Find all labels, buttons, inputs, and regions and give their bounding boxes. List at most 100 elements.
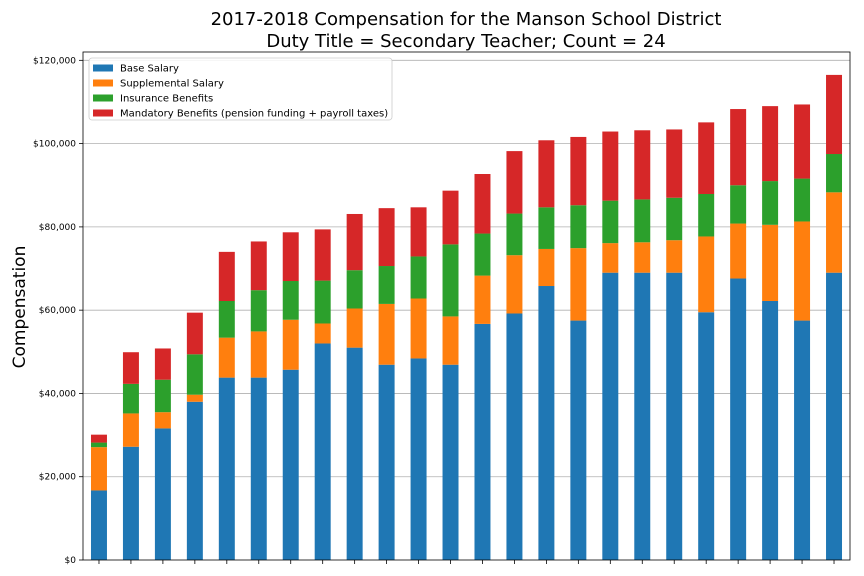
bar-segment [442,364,459,560]
bar-segment [634,130,651,200]
bar-segment [218,251,235,302]
bar-segment [346,347,363,560]
bar-segment [410,207,427,257]
bar-segment [282,281,299,320]
bar-segment [442,190,459,245]
y-tick-label: $100,000 [33,140,76,150]
bars [90,74,843,560]
y-tick-label: $60,000 [39,306,76,316]
bar-segment [506,213,523,256]
bar-segment [218,301,235,338]
bar-segment [698,122,715,194]
legend-swatch [93,94,113,102]
bar-segment [762,224,779,302]
bar-segment [538,286,555,560]
bar-segment [506,255,523,314]
plot-frame [82,51,851,561]
bar-segment [698,312,715,560]
bar-segment [154,348,171,380]
bar-segment [314,280,331,324]
bar-segment [282,232,299,282]
bar-segment [346,213,363,271]
legend-swatch [93,64,113,72]
bar-segment [634,272,651,560]
bar-segment [698,193,715,237]
bar-segment [762,301,779,560]
y-tick-label: $0 [65,556,77,566]
legend-entry: Mandatory Benefits (pension funding + pa… [120,109,388,120]
bar-segment [378,303,395,365]
bar-segment [90,490,107,560]
bar-segment [282,319,299,370]
bar-segment [826,74,843,155]
bar-segment [826,154,843,193]
y-tick-label: $80,000 [39,223,76,233]
bar-segment [250,290,267,332]
bar-segment [186,394,203,402]
bar-segment [730,185,747,224]
bar-segment [602,131,619,201]
y-tick-label: $120,000 [33,56,76,66]
bar-segment [314,343,331,560]
bar-segment [506,151,523,214]
bar-segment [314,323,331,344]
legend-entry: Supplemental Salary [120,79,224,90]
bar-segment [794,221,811,321]
bar-segment [570,136,587,206]
legend-swatch [93,79,113,87]
bar-segment [730,109,747,186]
bar-segment [250,241,267,291]
bar-segment [474,275,491,324]
y-axis-label: Compensation [10,246,30,369]
legend-entry: Base Salary [120,64,179,75]
bar-segment [378,266,395,304]
bar-segment [186,312,203,355]
bar-segment [794,320,811,560]
bar-segment [602,272,619,560]
bar-segment [826,192,843,273]
bar-segment [90,442,107,448]
bar-segment [666,240,683,273]
bar-segment [410,298,427,359]
legend-box [88,57,393,121]
bar-segment [762,181,779,225]
bar-segment [122,383,139,414]
bar-segment [666,129,683,198]
y-tick-label: $40,000 [39,389,76,399]
bar-segment [698,236,715,313]
bar-segment [90,434,107,443]
bar-segment [154,379,171,413]
axes: $0 $20,000 $40,000 $60,000 $80,000 $100,000 $1… [33,51,851,566]
bar-segment [794,104,811,179]
bar-segment [410,358,427,560]
bar-segment [154,428,171,560]
bar-segment [634,242,651,273]
bar-segment [90,447,107,491]
bar-segment [122,446,139,560]
bar-segment [602,243,619,273]
bar-segment [538,207,555,249]
bar-segment [442,244,459,317]
bar-segment [122,352,139,384]
bar-segment [282,369,299,560]
bar-segment [474,174,491,234]
legend-swatch [93,109,113,117]
bar-segment [250,377,267,560]
bar-segment [730,278,747,560]
bar-segment [186,354,203,395]
bar-segment [154,412,171,429]
bar-segment [570,205,587,249]
chart-title-line1: 2017-2018 Compensation for the Manson Sc… [211,9,722,30]
bar-segment [378,364,395,560]
bar-segment [730,223,747,279]
bar-segment [250,331,267,378]
bar-segment [602,200,619,244]
bar-segment [634,199,651,243]
bar-segment [538,140,555,208]
bar-segment [570,248,587,321]
legend-entry: Insurance Benefits [120,94,213,105]
bar-segment [762,106,779,182]
bar-segment [442,316,459,365]
legend: Base Salary Supplemental Salary Insurance … [88,57,393,121]
